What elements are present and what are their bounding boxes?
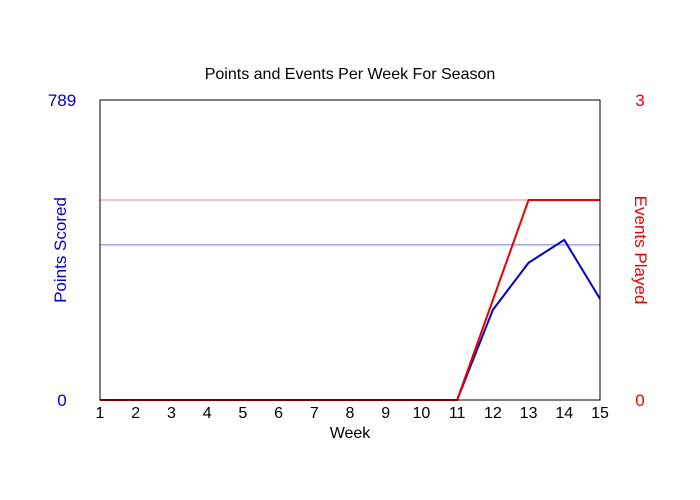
x-tick-label: 12 [484, 405, 502, 422]
x-tick-label: 10 [413, 405, 431, 422]
x-tick-label: 14 [555, 405, 573, 422]
series-line-right [100, 199, 600, 401]
series-line-left [100, 238, 601, 401]
x-tick-label: 6 [274, 405, 283, 422]
x-tick-label: 5 [238, 405, 247, 422]
x-tick-label: 15 [591, 405, 609, 422]
x-tick-label: 7 [310, 405, 319, 422]
x-tick-label: 3 [167, 405, 176, 422]
chart-title: Points and Events Per Week For Season [205, 66, 496, 83]
x-tick-label: 1 [96, 405, 105, 422]
x-tick-label: 9 [381, 405, 390, 422]
left-tick-max: 789 [48, 91, 76, 110]
x-tick-label: 13 [520, 405, 538, 422]
right-tick-min: 0 [635, 391, 644, 410]
left-tick-min: 0 [57, 391, 66, 410]
x-tick-label: 4 [203, 405, 212, 422]
right-axis-label: Events Played [631, 196, 650, 305]
x-axis-label: Week [330, 425, 372, 442]
plot-frame [99, 99, 601, 401]
x-tick-label: 2 [131, 405, 140, 422]
right-tick-max: 3 [635, 91, 644, 110]
left-axis-label: Points Scored [51, 197, 70, 303]
x-tick-label: 11 [449, 405, 466, 422]
x-tick-label: 8 [346, 405, 355, 422]
